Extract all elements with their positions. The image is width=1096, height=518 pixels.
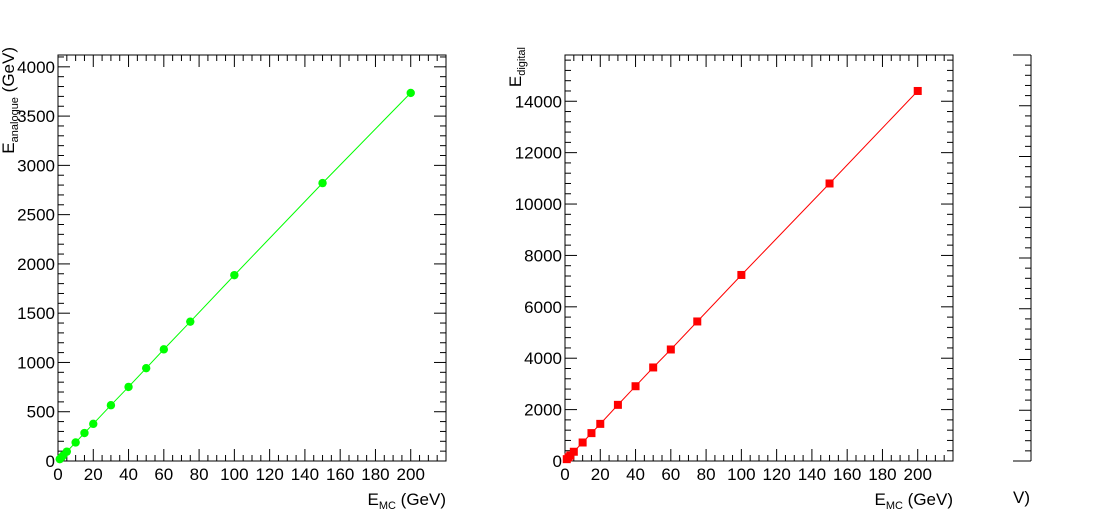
data-point-circle <box>159 345 169 354</box>
y-tick-label: 1500 <box>17 304 55 323</box>
x-tick-label: 60 <box>154 465 173 484</box>
data-point-circle <box>71 438 80 447</box>
x-tick-label: 160 <box>833 465 861 484</box>
chart-panel-analogue: 0 20 40 60 80 100 120 140 160 180 2000500100015002… <box>0 47 447 512</box>
data-point-square <box>596 419 605 428</box>
x-tick-label: 120 <box>255 465 283 484</box>
data-point-circle <box>89 419 98 429</box>
y-tick-label: 2000 <box>524 401 562 420</box>
y-tick-label: 500 <box>27 403 55 422</box>
data-point-square <box>913 86 922 95</box>
x-tick-label: 40 <box>626 465 645 484</box>
y-tick-label: 3500 <box>17 107 55 126</box>
y-tick-label: 2000 <box>17 255 55 274</box>
y-tick-label: 14000 <box>515 92 562 111</box>
data-point-circle <box>106 401 116 410</box>
y-axis-title: Edigital <box>506 47 528 87</box>
y-tick-label: 4000 <box>524 349 562 368</box>
data-point-square <box>693 317 702 326</box>
y-tick-label: 0 <box>46 452 55 471</box>
data-point-square <box>737 270 746 279</box>
data-point-square <box>613 400 622 409</box>
x-tick-label: 200 <box>904 465 932 484</box>
x-tick-label: 100 <box>727 465 755 484</box>
y-tick-label: 4000 <box>17 58 55 77</box>
x-tick-label: 180 <box>361 465 389 484</box>
data-point-square <box>825 179 834 188</box>
data-point-square <box>649 363 658 372</box>
x-tick-label: 140 <box>291 465 319 484</box>
y-tick-label: 6000 <box>524 298 562 317</box>
x-tick-label: 0 <box>53 465 62 484</box>
data-point-circle <box>80 428 89 438</box>
y-axis-title: Eanalogue (GeV) <box>0 47 21 154</box>
x-tick-label: 20 <box>84 465 103 484</box>
chart-panel-third-partial: V) <box>1013 54 1032 507</box>
data-point-circle <box>124 382 133 392</box>
y-tick-label: 2500 <box>17 206 55 225</box>
x-tick-label: 140 <box>798 465 826 484</box>
y-tick-label: 12000 <box>515 144 562 163</box>
y-tick-label: 8000 <box>524 246 562 265</box>
x-tick-label: 0 <box>560 465 569 484</box>
data-point-square <box>578 438 587 447</box>
third-panel-xlabel-fragment: V) <box>1013 488 1030 507</box>
data-point-circle <box>406 88 415 98</box>
chart-panel-digital: 0 20 40 60 80 100 120 140 160 180 2000200040006000… <box>506 47 954 512</box>
y-tick-label: 0 <box>553 452 562 471</box>
x-tick-label: 180 <box>868 465 896 484</box>
x-tick-label: 200 <box>397 465 425 484</box>
x-axis-title: EMC (GeV) <box>874 490 953 512</box>
x-tick-label: 80 <box>697 465 716 484</box>
y-tick-label: 1000 <box>17 353 55 372</box>
data-point-circle <box>230 270 239 280</box>
data-point-circle <box>318 178 327 188</box>
x-tick-label: 20 <box>591 465 610 484</box>
x-tick-label: 160 <box>326 465 354 484</box>
plot-frame <box>564 54 954 462</box>
x-tick-label: 80 <box>190 465 209 484</box>
y-tick-label: 10000 <box>515 195 562 214</box>
data-point-circle <box>186 317 195 326</box>
data-point-square <box>587 429 596 438</box>
x-tick-label: 60 <box>661 465 680 484</box>
x-tick-label: 120 <box>762 465 790 484</box>
y-tick-label: 3000 <box>17 156 55 175</box>
data-point-square <box>569 447 578 456</box>
x-axis-title: EMC (GeV) <box>367 490 446 512</box>
data-point-circle <box>141 363 151 373</box>
x-tick-label: 40 <box>119 465 138 484</box>
data-point-square <box>631 382 640 391</box>
data-point-square <box>666 345 675 354</box>
data-point-circle <box>62 447 72 456</box>
x-tick-label: 100 <box>220 465 248 484</box>
